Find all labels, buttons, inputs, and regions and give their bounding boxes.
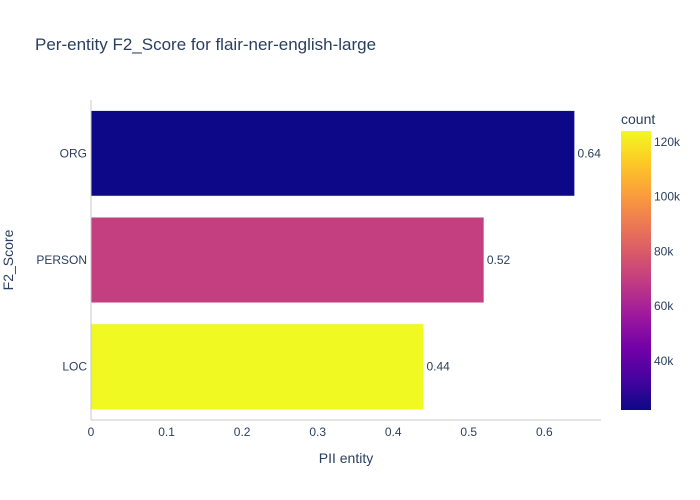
bar-label-person: 0.52 <box>487 253 511 267</box>
colorbar-tick-label: 60k <box>654 299 674 313</box>
x-tick-label: 0.6 <box>536 425 553 439</box>
x-axis-title: PII entity <box>319 450 373 466</box>
x-tick-label: 0 <box>88 425 95 439</box>
chart-title: Per-entity F2_Score for flair-ner-englis… <box>35 35 376 54</box>
colorbar-ticks: 40k 60k 80k 100k 120k <box>654 135 681 368</box>
colorbar-gradient <box>621 131 651 410</box>
y-axis-title: F2_Score <box>0 229 16 290</box>
y-tick-label: LOC <box>62 360 87 374</box>
colorbar-title: count <box>621 111 655 127</box>
bar-person <box>90 217 485 303</box>
x-tick-label: 0.3 <box>309 425 326 439</box>
x-tick-label: 0.5 <box>460 425 477 439</box>
colorbar-tick-label: 80k <box>654 244 674 258</box>
bar-loc <box>90 323 424 410</box>
bar-org <box>90 110 575 197</box>
colorbar-tick-label: 120k <box>654 135 681 149</box>
colorbar: count 40k 60k 80k 100k 120k <box>621 111 681 410</box>
bar-label-org: 0.64 <box>578 146 602 160</box>
x-tick-label: 0.1 <box>158 425 175 439</box>
colorbar-tick-label: 100k <box>654 190 681 204</box>
y-tick-label: ORG <box>60 146 87 160</box>
y-tick-label: PERSON <box>36 253 87 267</box>
x-tick-label: 0.2 <box>234 425 251 439</box>
colorbar-tick-label: 40k <box>654 354 674 368</box>
bar-label-loc: 0.44 <box>426 360 450 374</box>
x-tick-label: 0.4 <box>385 425 402 439</box>
bars-group: 0.64 ORG 0.52 PERSON 0.44 LOC <box>36 110 602 410</box>
axes-group: 0 0.1 0.2 0.3 0.4 0.5 0.6 <box>88 100 601 439</box>
